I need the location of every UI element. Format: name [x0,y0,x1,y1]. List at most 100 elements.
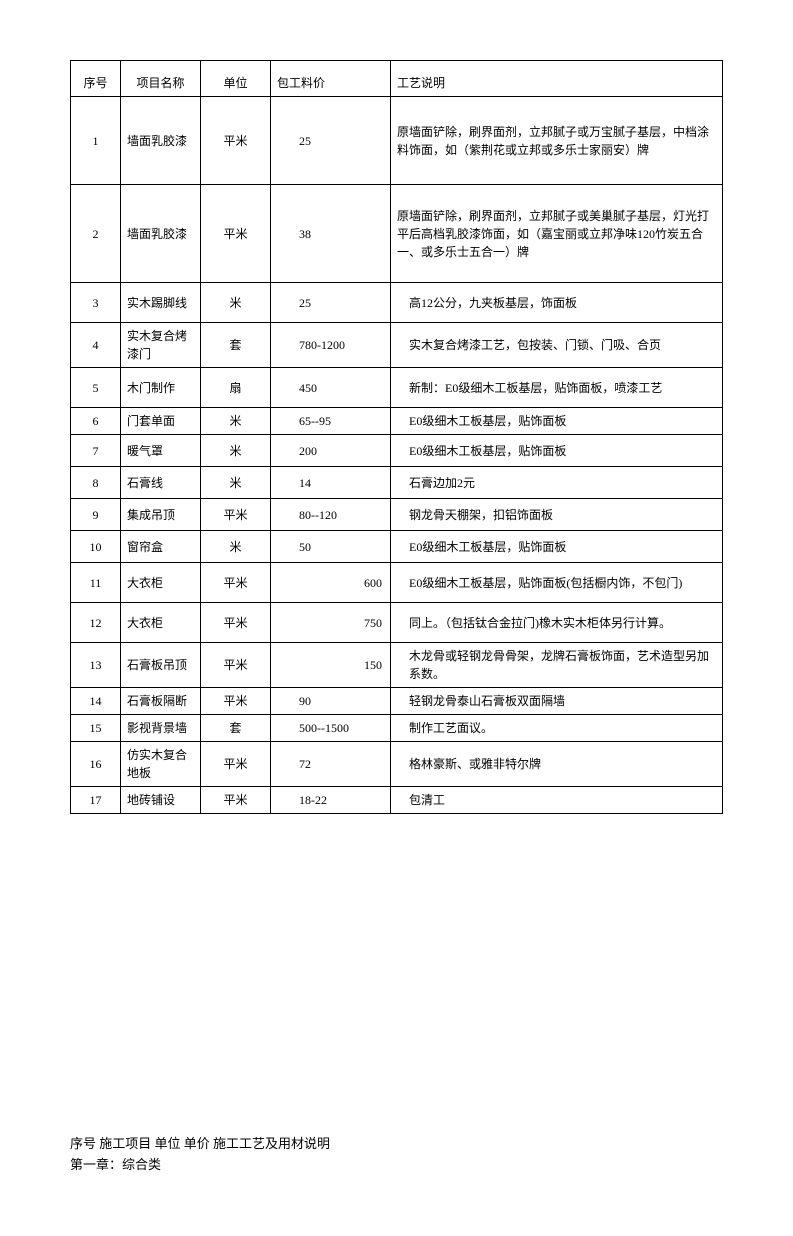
cell-name: 大衣柜 [121,563,201,603]
table-row: 15影视背景墙套500--1500制作工艺面议。 [71,715,723,742]
cell-price: 25 [271,97,391,185]
header-unit: 单位 [201,61,271,97]
cell-name: 地砖铺设 [121,787,201,814]
cell-unit: 米 [201,467,271,499]
cell-name: 实木复合烤漆门 [121,323,201,368]
cell-unit: 平米 [201,185,271,283]
cell-price: 780-1200 [271,323,391,368]
cell-price: 450 [271,368,391,408]
cell-unit: 平米 [201,499,271,531]
cell-id: 2 [71,185,121,283]
footer-line-1: 序号 施工项目 单位 单价 施工工艺及用材说明 [70,1134,723,1155]
cell-name: 大衣柜 [121,603,201,643]
cell-desc: 包清工 [391,787,723,814]
cell-desc: E0级细木工板基层，贴饰面板(包括橱内饰，不包门) [391,563,723,603]
cell-unit: 米 [201,283,271,323]
table-row: 4实木复合烤漆门套780-1200实木复合烤漆工艺，包按装、门锁、门吸、合页 [71,323,723,368]
cell-desc: 实木复合烤漆工艺，包按装、门锁、门吸、合页 [391,323,723,368]
cell-id: 14 [71,688,121,715]
cell-id: 15 [71,715,121,742]
cell-price: 80--120 [271,499,391,531]
table-row: 14石膏板隔断平米90轻钢龙骨泰山石膏板双面隔墙 [71,688,723,715]
table-row: 5木门制作扇450新制：E0级细木工板基层，贴饰面板，喷漆工艺 [71,368,723,408]
table-row: 2墙面乳胶漆平米38原墙面铲除，刷界面剂，立邦腻子或美巢腻子基层，灯光打平后高档… [71,185,723,283]
cell-price: 38 [271,185,391,283]
cell-name: 墙面乳胶漆 [121,97,201,185]
cell-name: 石膏板隔断 [121,688,201,715]
cell-id: 13 [71,643,121,688]
cell-price: 72 [271,742,391,787]
cell-id: 11 [71,563,121,603]
cell-name: 门套单面 [121,408,201,435]
cell-price: 90 [271,688,391,715]
cell-desc: 制作工艺面议。 [391,715,723,742]
cell-unit: 米 [201,435,271,467]
cell-id: 16 [71,742,121,787]
cell-price: 18-22 [271,787,391,814]
cell-id: 6 [71,408,121,435]
cell-unit: 平米 [201,603,271,643]
cell-desc: E0级细木工板基层，贴饰面板 [391,408,723,435]
cell-unit: 平米 [201,563,271,603]
cell-price: 25 [271,283,391,323]
header-desc: 工艺说明 [391,61,723,97]
cell-desc: 新制：E0级细木工板基层，贴饰面板，喷漆工艺 [391,368,723,408]
cell-unit: 米 [201,531,271,563]
table-row: 3实木踢脚线米25高12公分，九夹板基层，饰面板 [71,283,723,323]
cell-name: 石膏板吊顶 [121,643,201,688]
table-row: 17地砖铺设平米18-22包清工 [71,787,723,814]
cell-desc: 原墙面铲除，刷界面剂，立邦腻子或万宝腻子基层，中档涂料饰面，如（紫荆花或立邦或多… [391,97,723,185]
cell-name: 仿实木复合地板 [121,742,201,787]
cell-id: 3 [71,283,121,323]
cell-id: 9 [71,499,121,531]
cell-price: 65--95 [271,408,391,435]
cell-desc: E0级细木工板基层，贴饰面板 [391,531,723,563]
cell-unit: 平米 [201,787,271,814]
cell-name: 窗帘盒 [121,531,201,563]
cell-desc: 轻钢龙骨泰山石膏板双面隔墙 [391,688,723,715]
table-row: 6门套单面米65--95E0级细木工板基层，贴饰面板 [71,408,723,435]
cell-name: 木门制作 [121,368,201,408]
cell-desc: 格林豪斯、或雅非特尔牌 [391,742,723,787]
footer-line-2: 第一章：综合类 [70,1155,723,1176]
cell-unit: 套 [201,323,271,368]
cell-name: 影视背景墙 [121,715,201,742]
table-row: 12大衣柜平米750同上。（包括钛合金拉门)橡木实木柜体另行计算。 [71,603,723,643]
cell-id: 17 [71,787,121,814]
cell-desc: 木龙骨或轻钢龙骨骨架，龙牌石膏板饰面，艺术造型另加系数。 [391,643,723,688]
cell-price: 500--1500 [271,715,391,742]
cell-id: 5 [71,368,121,408]
cell-id: 10 [71,531,121,563]
cell-desc: 石膏边加2元 [391,467,723,499]
footer-section: 序号 施工项目 单位 单价 施工工艺及用材说明 第一章：综合类 [70,1134,723,1176]
table-row: 16仿实木复合地板平米72格林豪斯、或雅非特尔牌 [71,742,723,787]
cell-id: 12 [71,603,121,643]
cell-price: 150 [271,643,391,688]
cell-id: 8 [71,467,121,499]
cell-unit: 扇 [201,368,271,408]
cell-price: 50 [271,531,391,563]
table-row: 1墙面乳胶漆平米25原墙面铲除，刷界面剂，立邦腻子或万宝腻子基层，中档涂料饰面，… [71,97,723,185]
cell-unit: 套 [201,715,271,742]
cell-desc: 高12公分，九夹板基层，饰面板 [391,283,723,323]
table-row: 11大衣柜平米600E0级细木工板基层，贴饰面板(包括橱内饰，不包门) [71,563,723,603]
cell-id: 7 [71,435,121,467]
cell-name: 石膏线 [121,467,201,499]
cell-unit: 平米 [201,688,271,715]
header-name: 项目名称 [121,61,201,97]
cell-name: 墙面乳胶漆 [121,185,201,283]
cell-price: 14 [271,467,391,499]
table-row: 10窗帘盒米50E0级细木工板基层，贴饰面板 [71,531,723,563]
cell-id: 4 [71,323,121,368]
cell-unit: 米 [201,408,271,435]
cell-name: 集成吊顶 [121,499,201,531]
cell-price: 200 [271,435,391,467]
table-row: 7暖气罩米200E0级细木工板基层，贴饰面板 [71,435,723,467]
cell-desc: 原墙面铲除，刷界面剂，立邦腻子或美巢腻子基层，灯光打平后高档乳胶漆饰面，如（嘉宝… [391,185,723,283]
table-row: 8石膏线米14石膏边加2元 [71,467,723,499]
cell-desc: E0级细木工板基层，贴饰面板 [391,435,723,467]
cell-price: 750 [271,603,391,643]
pricing-table: 序号项目名称单位包工料价工艺说明1墙面乳胶漆平米25原墙面铲除，刷界面剂，立邦腻… [70,60,723,814]
cell-name: 实木踢脚线 [121,283,201,323]
cell-unit: 平米 [201,742,271,787]
